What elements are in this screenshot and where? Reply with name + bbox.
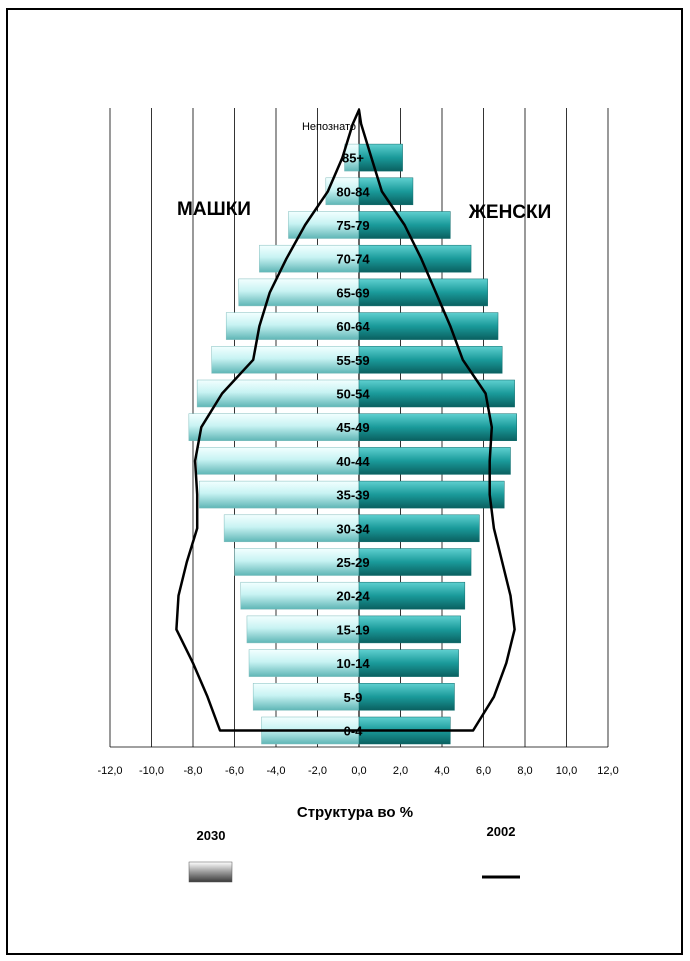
x-tick-label: 8,0 [517,765,532,777]
bars [188,143,517,745]
bar-male-30-34 [223,514,360,543]
bar-female-5-9 [358,683,455,711]
category-label: 80-84 [336,184,370,199]
bar-male-40-44 [196,447,360,475]
bar-male-50-54 [196,379,360,408]
category-label: 65-69 [336,285,369,300]
bar-male-65-69 [238,278,360,307]
category-label: 45-49 [336,420,369,435]
right-side-label: ЖЕНСКИ [468,202,552,223]
x-tick-label: -2,0 [308,765,327,777]
category-label: 40-44 [336,454,370,469]
bar-female-50-54 [358,379,515,408]
bar-female-65-69 [358,278,488,307]
legend-bars-label: 2030 [197,828,226,843]
category-label: 60-64 [336,319,370,334]
bar-female-35-39 [358,480,505,509]
bar-male-45-49 [188,413,360,441]
bar-male-10-14 [248,649,360,677]
x-tick-label: -12,0 [97,765,122,777]
legend-bars-swatch [188,861,233,883]
x-tick-label: -4,0 [267,765,286,777]
bar-male-60-64 [225,312,360,340]
x-tick-label: 10,0 [556,765,577,777]
bar-male-55-59 [211,346,360,374]
category-label: 35-39 [336,488,369,503]
x-tick-label: 2,0 [393,765,408,777]
bar-female-30-34 [358,514,480,543]
x-tick-label: -10,0 [139,765,164,777]
bar-female-10-14 [358,649,459,677]
bar-female-15-19 [358,615,461,644]
category-label: Непознато [302,121,356,133]
category-label: 10-14 [336,656,370,671]
x-tick-label: -6,0 [225,765,244,777]
category-labels: 0-4 5-9 10-14 15-19 20-24 25-29 30-34 35-39 40-4… [302,121,370,739]
category-label: 15-19 [336,622,369,637]
bar-female-25-29 [358,548,472,576]
x-tick-label: 12,0 [597,765,618,777]
x-tick-label: 4,0 [434,765,449,777]
category-label: 55-59 [336,353,369,368]
bar-male-20-24 [240,581,360,610]
chart-frame [6,8,683,955]
bar-female-80-84 [358,177,414,206]
bar-male-70-74 [259,244,360,273]
category-label: 75-79 [336,218,369,233]
x-axis-title: Структура во % [297,804,413,821]
bar-female-60-64 [358,312,499,340]
x-tick-label: -8,0 [184,765,203,777]
bar-male-5-9 [252,683,360,711]
left-side-label: МАШКИ [177,199,251,220]
category-label: 70-74 [336,252,370,267]
category-label: 0-4 [344,724,364,739]
line-2002 [175,108,516,732]
category-label: 50-54 [336,387,370,402]
category-label: 5-9 [344,690,363,705]
category-label: 25-29 [336,555,369,570]
x-tick-label: 6,0 [476,765,491,777]
line-2002-path [175,108,516,732]
bar-female-70-74 [358,244,472,273]
bar-female-85+ [358,143,403,172]
legend-line-label: 2002 [487,824,516,839]
category-label: 85+ [342,151,364,166]
category-label: 30-34 [336,521,370,536]
bar-female-55-59 [358,346,503,374]
x-tick-label: 0,0 [351,765,366,777]
category-label: 20-24 [336,589,370,604]
bar-female-20-24 [358,581,466,610]
bar-female-40-44 [358,447,511,475]
bar-male-35-39 [198,480,360,509]
bar-male-15-19 [246,615,360,644]
x-tick-labels: -12,0 -10,0 -8,0 -6,0 -4,0 -2,0 0,0 2,0 4,0 6,0 8,… [97,765,618,777]
